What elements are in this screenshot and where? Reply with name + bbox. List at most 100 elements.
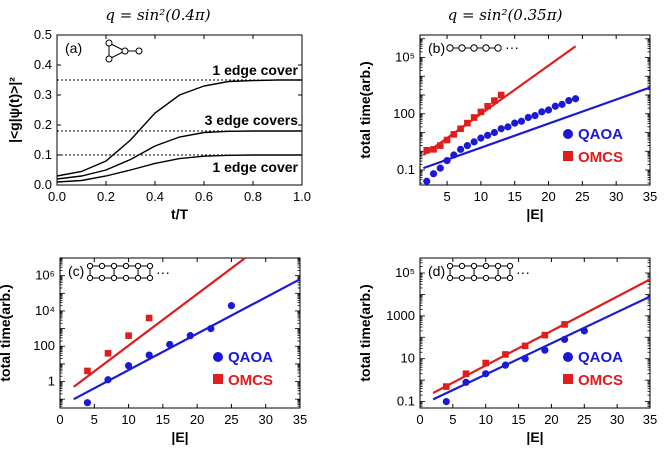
plot-frame [419, 34, 651, 186]
annotation-label: 1 edge cover [212, 159, 298, 175]
node [482, 274, 490, 282]
data-point-qaoa [443, 157, 451, 165]
node [98, 274, 106, 282]
y-axis-label: |<g|ψ(t)>|² [6, 77, 22, 143]
data-point-omcs [436, 142, 444, 149]
panel-label: (b) [428, 40, 445, 56]
data-point-omcs [561, 321, 568, 328]
x-tick-label: 0.6 [195, 189, 213, 204]
x-tick-label: 10 [121, 412, 135, 427]
panel-label: (d) [428, 263, 445, 279]
data-point-omcs [84, 367, 91, 375]
x-tick-label: 35 [293, 412, 307, 427]
node [122, 274, 130, 282]
node [98, 262, 106, 270]
data-point-omcs [457, 125, 464, 133]
node [134, 262, 142, 270]
y-tick-label: 0.1 [397, 162, 415, 177]
y-tick-label: 1 [48, 374, 55, 389]
triangle-graph-icon [105, 39, 143, 63]
x-tick-label: 30 [610, 412, 624, 427]
data-point-qaoa [580, 327, 588, 335]
y-tick-label: 0.3 [34, 87, 52, 102]
x-tick-label: 35 [643, 189, 657, 204]
y-tick-label: 0.1 [397, 394, 415, 409]
node [446, 274, 454, 282]
x-axis-label: |E| [526, 206, 543, 222]
x-tick-label: 30 [609, 189, 623, 204]
y-tick-label: 0.0 [34, 177, 52, 192]
node [458, 274, 466, 282]
data-point-qaoa [511, 119, 519, 127]
data-point-qaoa [450, 151, 458, 159]
x-tick-label: 20 [541, 189, 555, 204]
curve-line [56, 130, 302, 180]
panel-b: 5 10 15 20 25 30 35 0.1 100 10⁵ QAOA OMCS (b) ··· |E| t… [357, 34, 657, 222]
node [105, 39, 113, 47]
panel-a: 0.0 0.2 0.4 0.6 0.8 1.0 0.0 0.1 0.2 0.3 0.4 0.5 1 ed… [6, 27, 311, 222]
node [122, 262, 130, 270]
ellipsis: ··· [505, 39, 519, 55]
legend-marker-omcs [213, 374, 223, 384]
data-point-omcs [450, 131, 458, 138]
node [105, 55, 113, 63]
node [506, 262, 514, 270]
y-tick-label: 1000 [386, 308, 415, 323]
x-tick-label: 0.8 [244, 189, 262, 204]
plot-frame [59, 257, 301, 409]
data-point-qaoa [538, 108, 546, 116]
x-tick-label: 25 [577, 412, 591, 427]
data-point-omcs [484, 102, 491, 110]
data-point-qaoa [482, 370, 490, 378]
y-axis-label: total time(arb.) [357, 284, 373, 381]
data-point-qaoa [504, 123, 512, 131]
x-tick-label: 30 [258, 412, 272, 427]
data-point-qaoa [186, 332, 194, 340]
x-tick-label: 10 [474, 189, 488, 204]
legend-label-omcs: OMCS [578, 149, 623, 166]
x-tick-label: 0.0 [48, 189, 66, 204]
data-point-qaoa [462, 378, 470, 386]
x-tick-label: 15 [507, 189, 521, 204]
data-point-omcs [464, 119, 471, 127]
node [506, 274, 514, 282]
data-point-omcs [477, 108, 485, 116]
panel-c: 0 5 10 15 20 25 30 35 1 100 10⁴ 10⁶ QAOA OMCS (c) ··· |E… [0, 257, 307, 445]
data-point-qaoa [423, 177, 431, 185]
data-point-qaoa [484, 131, 492, 139]
node [121, 47, 129, 55]
annotation-label: 1 edge cover [212, 62, 298, 78]
panel-label: (a) [65, 40, 82, 56]
data-point-qaoa [544, 106, 553, 114]
data-point-qaoa [531, 112, 539, 120]
data-point-qaoa [463, 142, 471, 150]
node [482, 262, 490, 270]
node [86, 274, 94, 282]
data-point-qaoa [477, 134, 485, 142]
legend-label-omcs: OMCS [228, 372, 273, 389]
x-tick-label: 0.4 [146, 189, 164, 204]
node [458, 262, 466, 270]
data-point-qaoa [501, 361, 510, 369]
ellipsis: ··· [516, 264, 530, 280]
x-tick-label: 15 [511, 412, 525, 427]
y-tick-label: 10⁴ [35, 303, 55, 318]
x-tick-label: 5 [449, 412, 456, 427]
legend-marker-omcs [563, 374, 573, 384]
chain-graph-icon: ··· [446, 39, 519, 55]
data-point-qaoa [541, 346, 549, 354]
data-point-qaoa [517, 117, 526, 125]
node [494, 274, 502, 282]
legend-marker-qaoa [563, 129, 573, 139]
node [446, 44, 454, 52]
data-point-omcs [502, 351, 509, 358]
data-point-omcs [491, 97, 498, 104]
y-tick-label: 0.5 [34, 27, 52, 42]
curve-line [56, 154, 302, 183]
plot-frame [56, 34, 303, 186]
x-tick-label: 5 [443, 189, 450, 204]
y-tick-label: 100 [33, 338, 55, 353]
ladder-graph-icon: ··· [86, 262, 170, 282]
x-tick-label: 20 [190, 412, 204, 427]
